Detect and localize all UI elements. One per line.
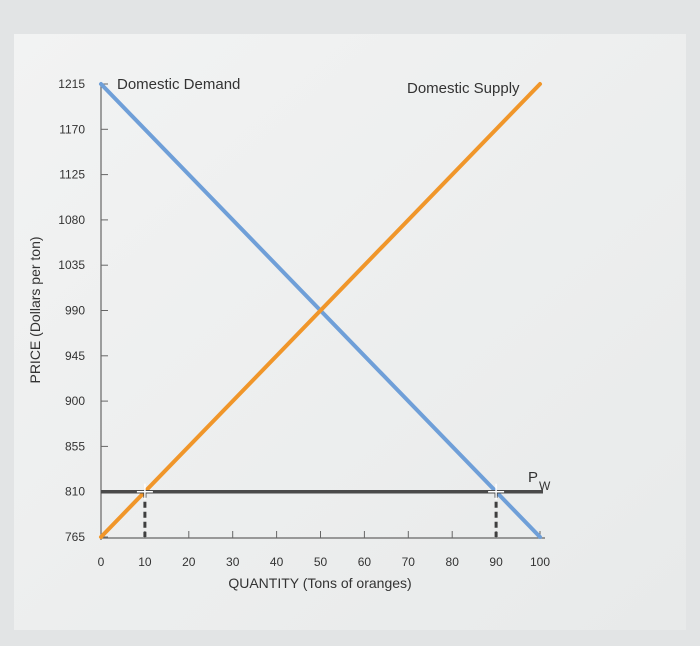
x-tick-label: 30 — [226, 555, 240, 569]
x-axis-title: QUANTITY (Tons of oranges) — [228, 575, 411, 591]
x-tick-label: 50 — [314, 555, 328, 569]
x-tick-label: 70 — [402, 555, 416, 569]
x-tick-label: 40 — [270, 555, 284, 569]
x-tick-label: 90 — [489, 555, 503, 569]
series-domestic-supply-line — [99, 82, 542, 539]
demand-label: Domestic Demand — [117, 76, 240, 93]
y-tick-label: 1035 — [58, 258, 85, 272]
x-tick-label: 10 — [138, 555, 152, 569]
marker-layer — [136, 483, 505, 537]
supply-label: Domestic Supply — [407, 80, 520, 97]
world-price-label: P — [528, 469, 538, 486]
world-price-label-sub: W — [539, 479, 551, 493]
x-tick-label: 20 — [182, 555, 196, 569]
label-layer: Domestic Demand Domestic Supply P W — [117, 76, 551, 493]
x-tick-label: 0 — [98, 555, 105, 569]
chart-panel — [14, 34, 686, 630]
y-tick-label: 945 — [65, 349, 85, 363]
x-tick-label: 80 — [446, 555, 460, 569]
x-tick-label: 60 — [358, 555, 372, 569]
y-tick-label: 1125 — [59, 168, 85, 182]
y-tick-label: 990 — [65, 304, 85, 318]
y-tick-label: 1215 — [58, 77, 85, 91]
y-tick-label: 900 — [65, 394, 85, 408]
x-tick-label: 100 — [530, 555, 550, 569]
y-tick-label: 1080 — [58, 213, 85, 227]
y-tick-label: 810 — [65, 485, 85, 499]
y-tick-label: 1170 — [59, 122, 85, 136]
y-axis-title: PRICE (Dollars per ton) — [27, 236, 43, 383]
y-tick-label: 765 — [65, 530, 85, 544]
series-layer — [99, 82, 542, 539]
y-tick-label: 855 — [65, 439, 85, 453]
y-ticks: 765 810 855 900 945 990 1035 1080 1125 1170 1215 — [58, 77, 108, 544]
